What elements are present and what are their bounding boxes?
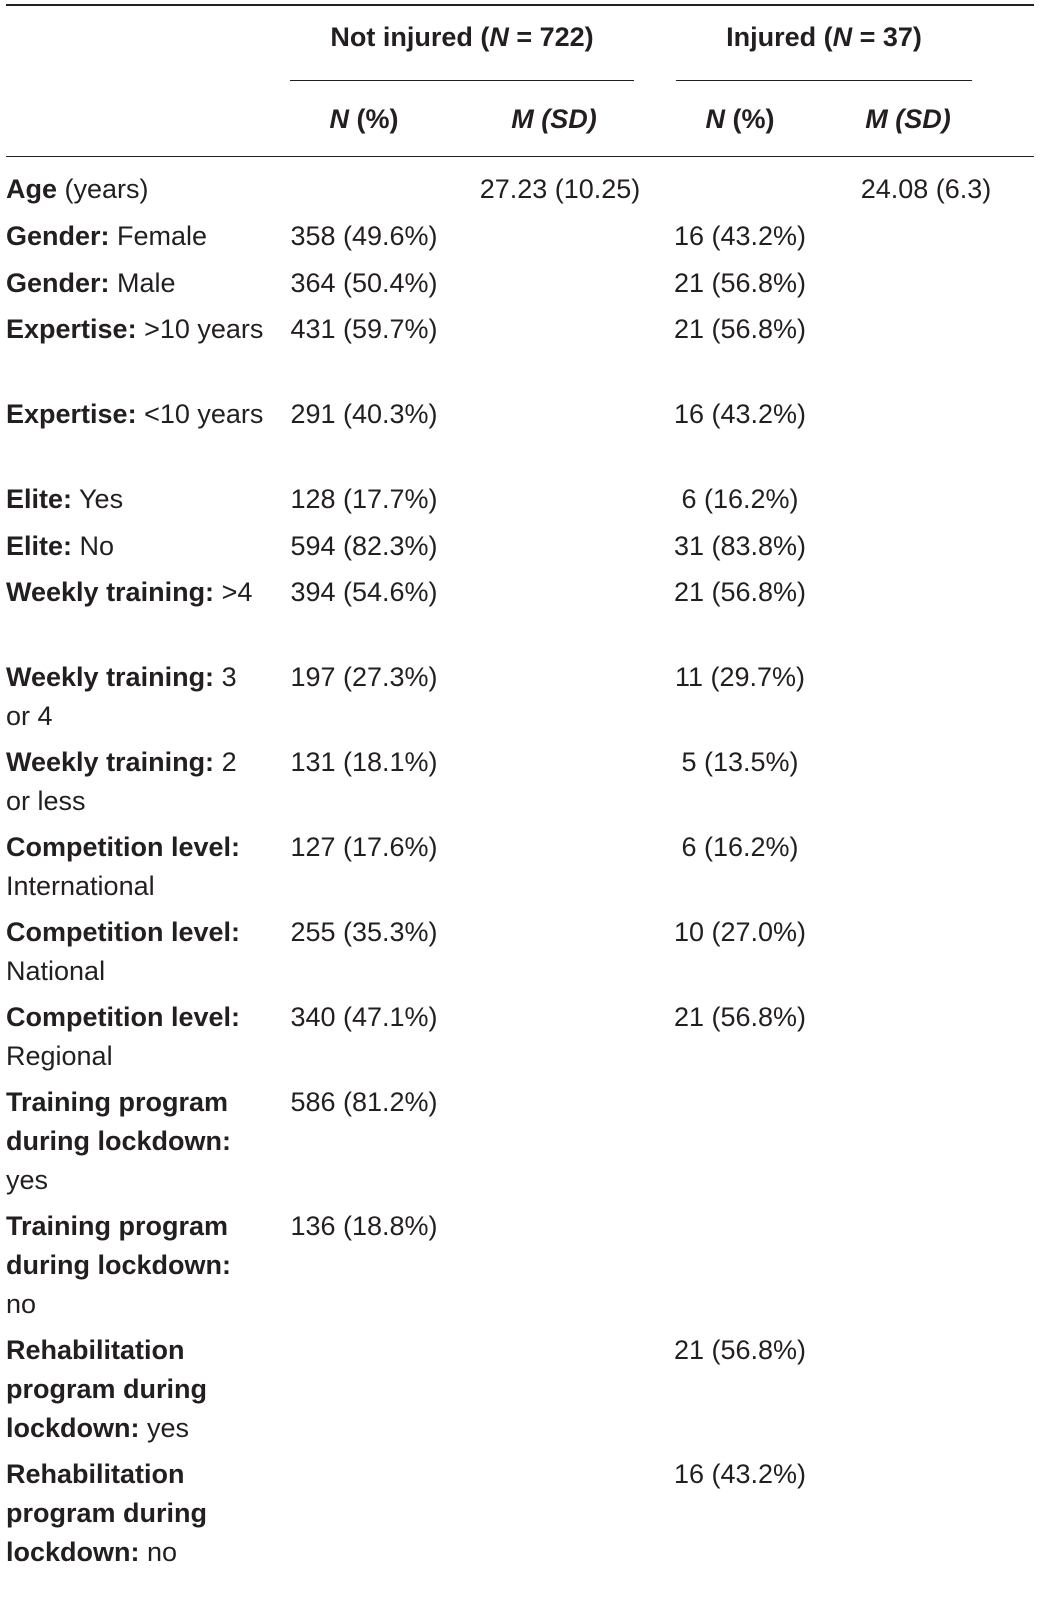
cell-injured-n: 5 (13.5%) [681,747,799,777]
header-bottom-rule [6,156,1034,157]
header-not-injured-rule [290,80,634,81]
cell-not-injured-n: 431 (59.7%) [290,314,438,344]
row-label-rest: Male [109,268,176,298]
row-label: Rehabilitation program during lockdown: … [6,1331,264,1448]
row-label-rest: >10 years [136,314,264,344]
row-label: Age (years) [6,170,264,209]
row-label-bold: Training program during lockdown: [6,1211,231,1280]
row-label-rest: International [6,871,155,901]
cell-injured-n: 16 (43.2%) [673,399,807,429]
cell-not-injured-n: 197 (27.3%) [290,662,438,692]
cell-injured-n: 21 (56.8%) [673,1002,807,1032]
cell-not-injured-n: 358 (49.6%) [290,221,438,251]
row-label-bold: Competition level: [6,832,241,862]
row-label: Competition level: International [6,828,264,906]
row-label-bold: Elite: [6,484,73,514]
row-label: Expertise: >10 years [6,310,264,349]
row-label-rest: no [139,1537,178,1567]
row-label-rest: National [6,956,106,986]
cell-injured-n: 16 (43.2%) [673,221,807,251]
cell-not-injured-n: 586 (81.2%) [290,1087,438,1117]
header-injured: Injured (N = 37) [726,22,922,52]
row-label-bold: Gender: [6,221,110,251]
row-label: Gender: Male [6,264,264,303]
header-not-injured: Not injured (N = 722) [330,22,594,52]
row-label-rest: yes [139,1413,190,1443]
cell-not-injured-n: 364 (50.4%) [290,268,438,298]
row-label-bold: Expertise: [6,314,137,344]
cell-injured-m: 24.08 (6.3) [860,174,992,204]
header-injured-rule [676,80,972,81]
subheader-injured-n: N (%) [705,104,775,134]
row-label-rest: 3 or 4 [6,662,237,731]
cell-not-injured-n: 131 (18.1%) [290,747,438,777]
row-label-rest: Female [109,221,208,251]
cell-not-injured-n: 340 (47.1%) [290,1002,438,1032]
row-label-bold: Weekly training: [6,662,215,692]
row-label-bold: Gender: [6,268,110,298]
row-label-bold: Weekly training: [6,747,215,777]
row-label-bold: Elite: [6,531,73,561]
row-label-rest: Regional [6,1041,113,1071]
cell-injured-n: 11 (29.7%) [674,662,806,692]
row-label-rest: Yes [72,484,124,514]
cell-not-injured-n: 594 (82.3%) [290,531,438,561]
cell-not-injured-n: 127 (17.6%) [290,832,438,862]
table-top-rule [6,4,1034,6]
row-label-rest: No [72,531,115,561]
row-label-bold: Rehabilitation program during lockdown: [6,1459,207,1567]
subheader-injured-m: M (SD) [865,104,951,134]
row-label: Rehabilitation program during lockdown: … [6,1455,264,1572]
row-label: Training program during lockdown: no [6,1207,264,1324]
cell-injured-n: 6 (16.2%) [681,832,799,862]
row-label-bold: Training program during lockdown: [6,1087,231,1156]
cell-injured-n: 21 (56.8%) [673,314,807,344]
cell-not-injured-m: 27.23 (10.25) [479,174,641,204]
cell-injured-n: 21 (56.8%) [673,268,807,298]
row-label-rest: 2 or less [6,747,237,816]
row-label: Gender: Female [6,217,264,256]
row-label-bold: Rehabilitation program during lockdown: [6,1335,207,1443]
row-label: Elite: No [6,527,264,566]
row-label: Competition level: Regional [6,998,264,1076]
row-label: Training program during lockdown: yes [6,1083,264,1200]
row-label-bold: Expertise: [6,399,137,429]
row-label-bold: Competition level: [6,1002,241,1032]
cell-injured-n: 31 (83.8%) [673,531,807,561]
row-label: Weekly training: >4 [6,573,264,612]
cell-not-injured-n: 128 (17.7%) [290,484,438,514]
cell-injured-n: 21 (56.8%) [673,577,807,607]
row-label-rest: yes [6,1165,49,1195]
row-label-rest: <10 years [136,399,264,429]
row-label: Elite: Yes [6,480,264,519]
row-label-rest: >4 [214,577,253,607]
cell-not-injured-n: 136 (18.8%) [290,1211,438,1241]
cell-not-injured-n: 255 (35.3%) [290,917,438,947]
row-label: Expertise: <10 years [6,395,264,434]
cell-injured-n: 21 (56.8%) [673,1335,807,1365]
cell-not-injured-n: 394 (54.6%) [290,577,438,607]
row-label-bold: Competition level: [6,917,241,947]
cell-injured-n: 6 (16.2%) [681,484,799,514]
row-label-bold: Weekly training: [6,577,215,607]
subheader-not-injured-n: N (%) [329,104,399,134]
row-label-rest: no [6,1289,37,1319]
row-label: Competition level: National [6,913,264,991]
row-label: Weekly training: 2 or less [6,743,264,821]
subheader-not-injured-m: M (SD) [511,104,597,134]
row-label-rest: (years) [57,174,149,204]
cell-injured-n: 16 (43.2%) [673,1459,807,1489]
cell-not-injured-n: 291 (40.3%) [290,399,438,429]
cell-injured-n: 10 (27.0%) [673,917,807,947]
row-label: Weekly training: 3 or 4 [6,658,264,736]
row-label-bold: Age [6,174,58,204]
